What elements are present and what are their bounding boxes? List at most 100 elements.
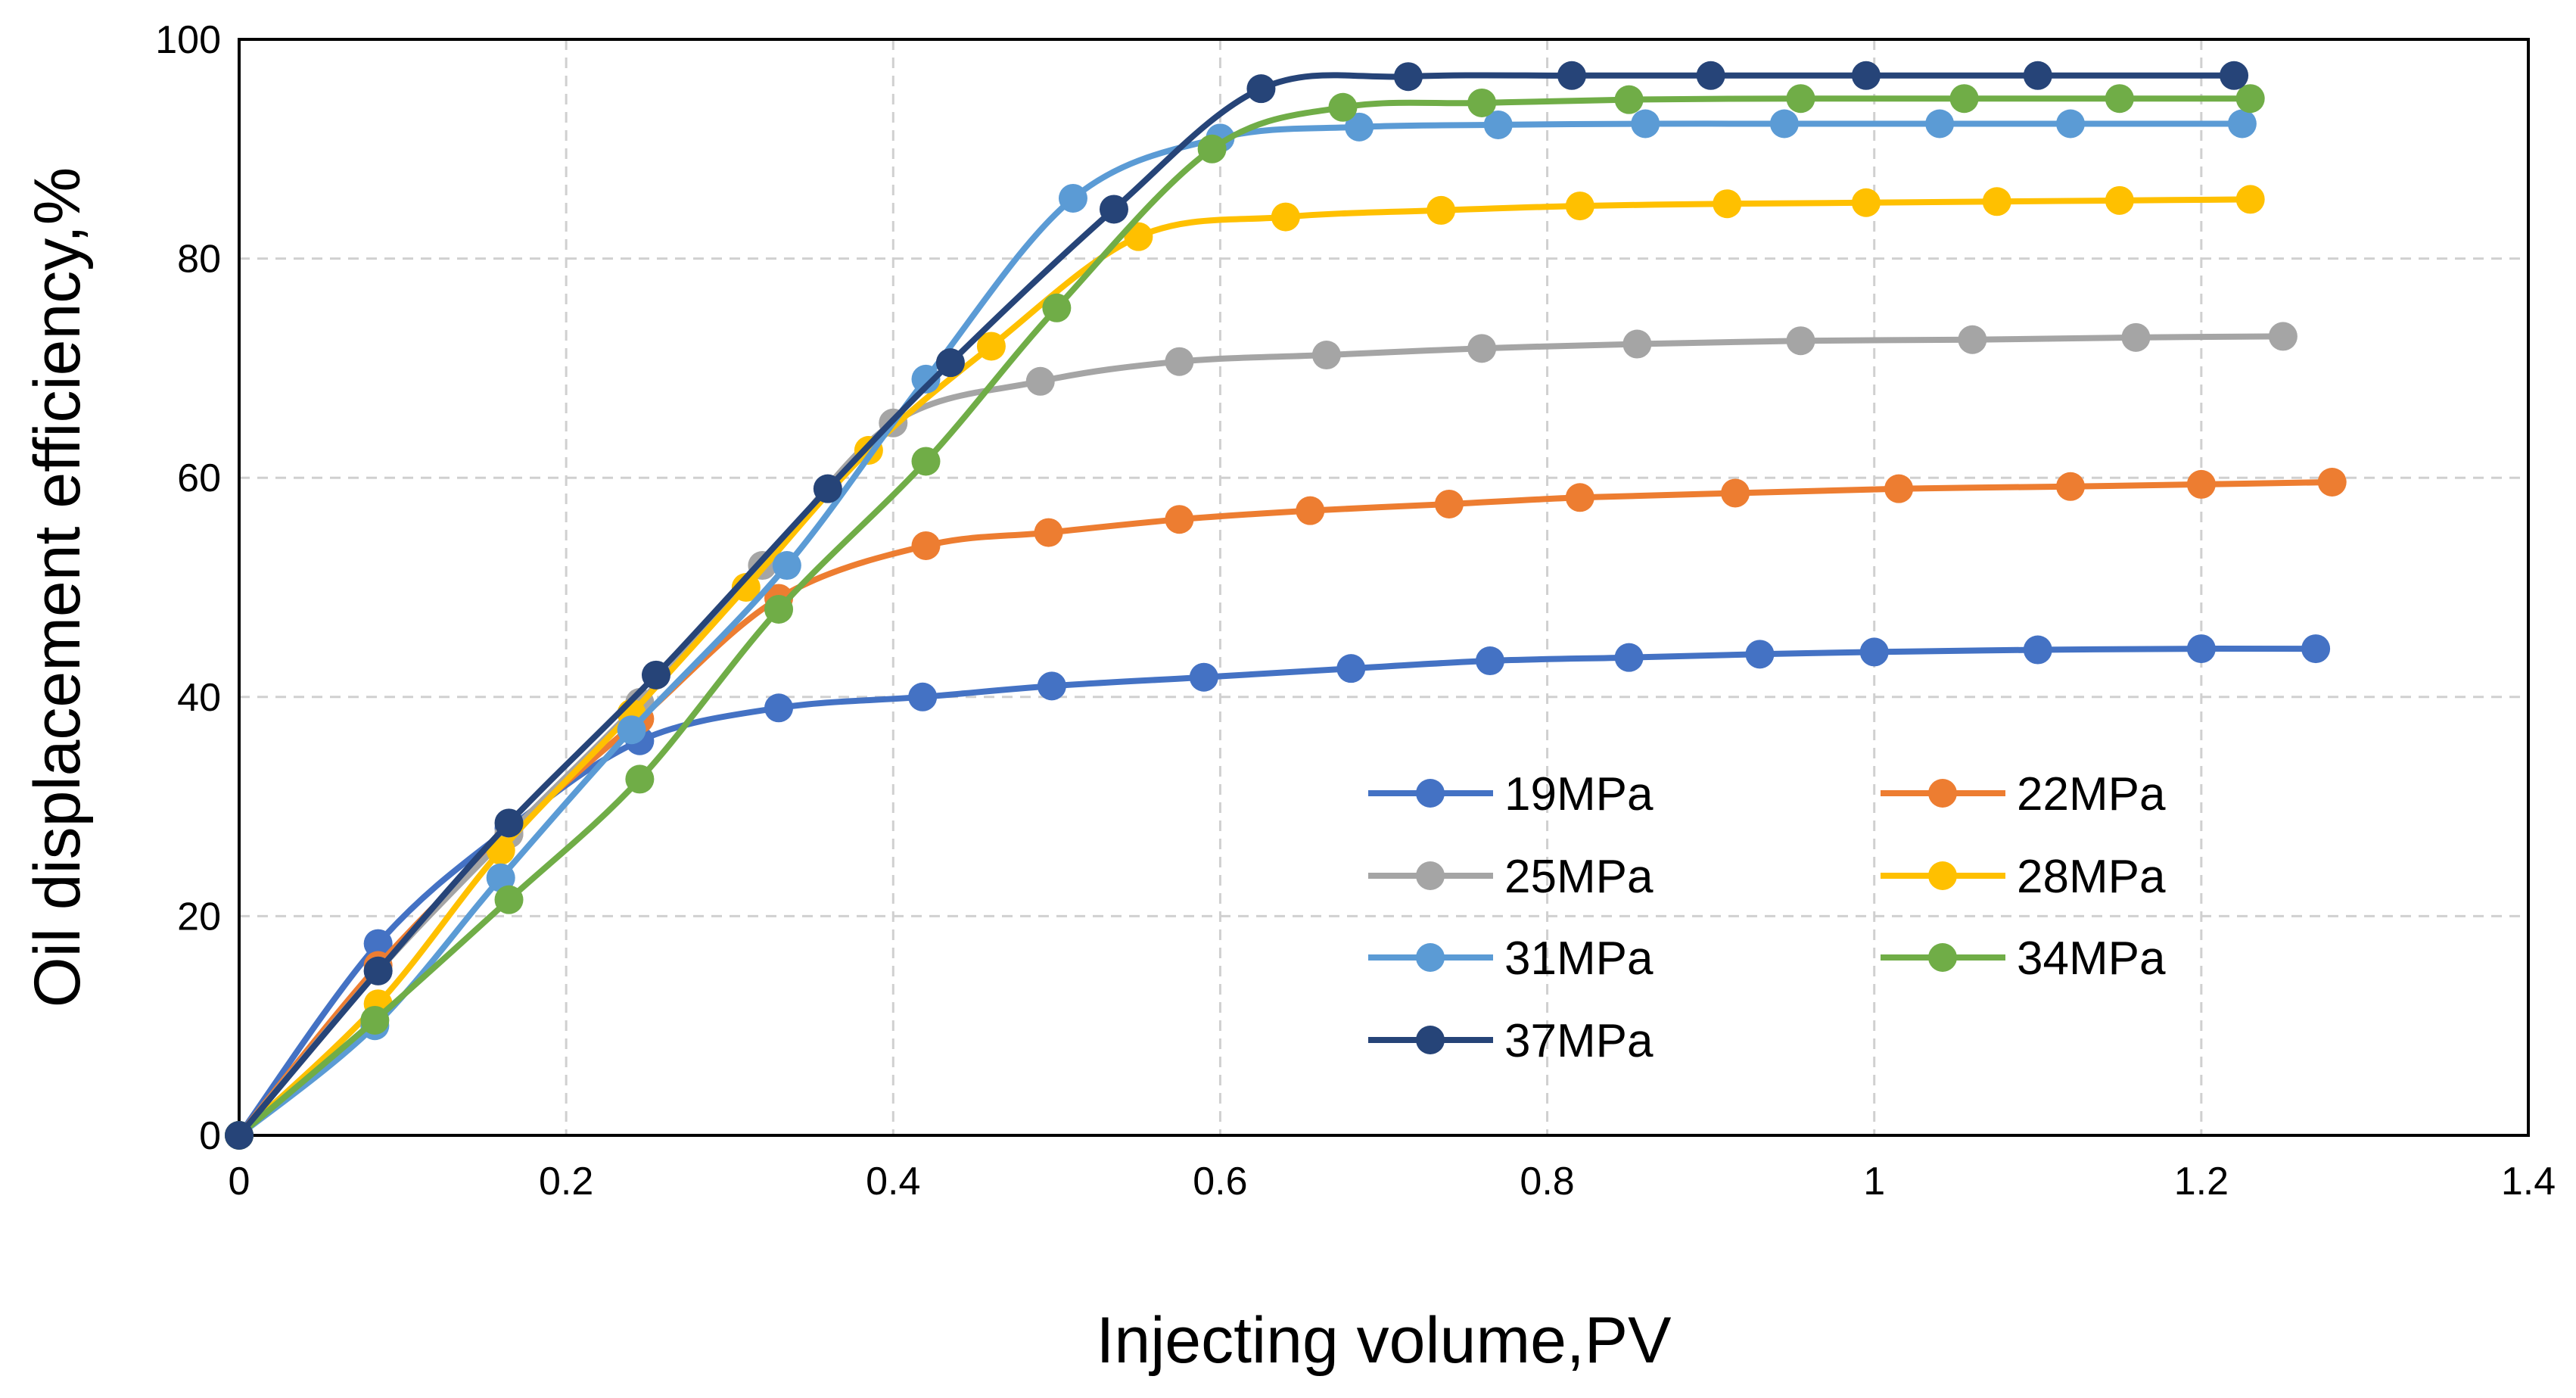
legend-item-19mpa: 19MPa (1368, 768, 1654, 820)
data-point-31mpa (1483, 110, 1513, 139)
data-point-22mpa (1165, 505, 1194, 534)
data-point-19mpa (1859, 637, 1889, 667)
data-point-37mpa (1393, 62, 1423, 92)
data-point-37mpa (1557, 61, 1586, 90)
data-point-28mpa (2105, 185, 2134, 215)
data-point-22mpa (2056, 472, 2085, 501)
data-point-28mpa (2235, 185, 2265, 214)
data-point-34mpa (1614, 85, 1644, 114)
data-point-19mpa (1189, 662, 1218, 692)
data-point-25mpa (1958, 325, 1987, 354)
data-point-19mpa (1745, 640, 1775, 669)
legend-swatch-marker (1928, 861, 1957, 890)
data-point-34mpa (1197, 134, 1227, 163)
data-point-31mpa (1925, 109, 1955, 139)
series-line-25mpa (236, 333, 2286, 1138)
data-point-19mpa (764, 693, 794, 723)
data-point-37mpa (641, 660, 670, 690)
series-layer (225, 61, 2347, 1150)
data-point-28mpa (1565, 191, 1594, 221)
data-point-28mpa (1124, 222, 1153, 251)
data-point-34mpa (625, 764, 655, 794)
data-point-22mpa (1565, 483, 1594, 512)
series-31mpa (225, 109, 2257, 1150)
data-point-19mpa (1336, 654, 1366, 683)
legend-item-22mpa: 22MPa (1881, 768, 2166, 820)
legend-item-37mpa: 37MPa (1368, 1015, 1654, 1067)
data-point-34mpa (2235, 84, 2265, 114)
x-tick-label: 0.6 (1193, 1160, 1247, 1203)
data-point-37mpa (225, 1121, 254, 1150)
data-point-28mpa (1271, 202, 1300, 232)
data-point-34mpa (1328, 92, 1358, 122)
series-line-34mpa (236, 95, 2254, 1138)
series-34mpa (225, 84, 2265, 1150)
data-point-28mpa (976, 332, 1006, 361)
x-axis-label: Injecting volume,PV (1096, 1304, 1671, 1377)
data-point-28mpa (731, 573, 761, 602)
data-point-37mpa (1851, 61, 1881, 90)
y-tick-label: 20 (177, 895, 221, 939)
data-point-31mpa (1631, 109, 1660, 139)
data-point-25mpa (2121, 322, 2151, 352)
legend-swatch-marker (1416, 1026, 1445, 1054)
y-axis-ticks: 0 20 40 60 80 100 (155, 18, 221, 1158)
data-point-28mpa (1851, 188, 1881, 217)
legend-label: 31MPa (1504, 933, 1654, 985)
y-axis-label: Oil displacement efficiency,% (21, 167, 94, 1008)
legend-label: 22MPa (2017, 768, 2166, 820)
data-point-25mpa (1165, 347, 1194, 376)
data-point-34mpa (360, 1005, 390, 1035)
data-point-25mpa (1786, 326, 1815, 356)
legend-swatch-marker (1416, 861, 1445, 890)
data-point-28mpa (1713, 189, 1742, 219)
y-tick-label: 0 (199, 1114, 221, 1158)
data-point-31mpa (2056, 109, 2085, 139)
data-point-25mpa (1622, 329, 1652, 359)
data-point-22mpa (1296, 496, 1325, 525)
x-tick-label: 1 (1863, 1160, 1885, 1203)
legend-label: 19MPa (1504, 768, 1654, 820)
data-point-31mpa (772, 551, 801, 581)
data-point-34mpa (911, 447, 941, 476)
data-point-37mpa (935, 348, 965, 378)
data-point-37mpa (1696, 61, 1725, 90)
x-tick-label: 1.4 (2501, 1160, 2556, 1203)
x-tick-label: 0.4 (866, 1160, 920, 1203)
data-point-31mpa (1058, 183, 1087, 213)
data-point-34mpa (764, 594, 794, 624)
data-point-19mpa (2186, 634, 2216, 664)
data-point-31mpa (617, 715, 646, 745)
x-tick-label: 0.2 (539, 1160, 593, 1203)
legend-item-25mpa: 25MPa (1368, 851, 1654, 903)
data-point-34mpa (1949, 84, 1979, 114)
plot-area-border (238, 38, 2530, 1137)
data-point-25mpa (1467, 334, 1497, 363)
data-point-25mpa (1025, 366, 1055, 396)
data-point-22mpa (1884, 474, 1914, 503)
data-point-37mpa (813, 474, 842, 503)
data-point-22mpa (1721, 478, 1750, 508)
data-point-22mpa (1434, 489, 1464, 518)
data-point-19mpa (1037, 671, 1066, 701)
data-point-37mpa (363, 956, 393, 985)
data-point-37mpa (494, 808, 524, 838)
data-point-31mpa (1769, 109, 1799, 139)
data-point-28mpa (1426, 195, 1456, 225)
series-37mpa (225, 61, 2249, 1150)
legend-item-31mpa: 31MPa (1368, 933, 1654, 985)
legend-swatch-marker (1928, 779, 1957, 808)
data-point-37mpa (2023, 61, 2052, 90)
x-tick-label: 0 (229, 1160, 250, 1203)
y-tick-label: 40 (177, 676, 221, 720)
data-point-19mpa (2023, 635, 2052, 665)
data-point-19mpa (363, 929, 393, 958)
data-point-25mpa (1311, 341, 1341, 370)
legend-swatch-marker (1416, 779, 1445, 808)
data-point-31mpa (486, 863, 515, 892)
data-point-37mpa (2220, 61, 2249, 90)
data-point-22mpa (1034, 518, 1063, 547)
data-point-31mpa (911, 364, 941, 394)
